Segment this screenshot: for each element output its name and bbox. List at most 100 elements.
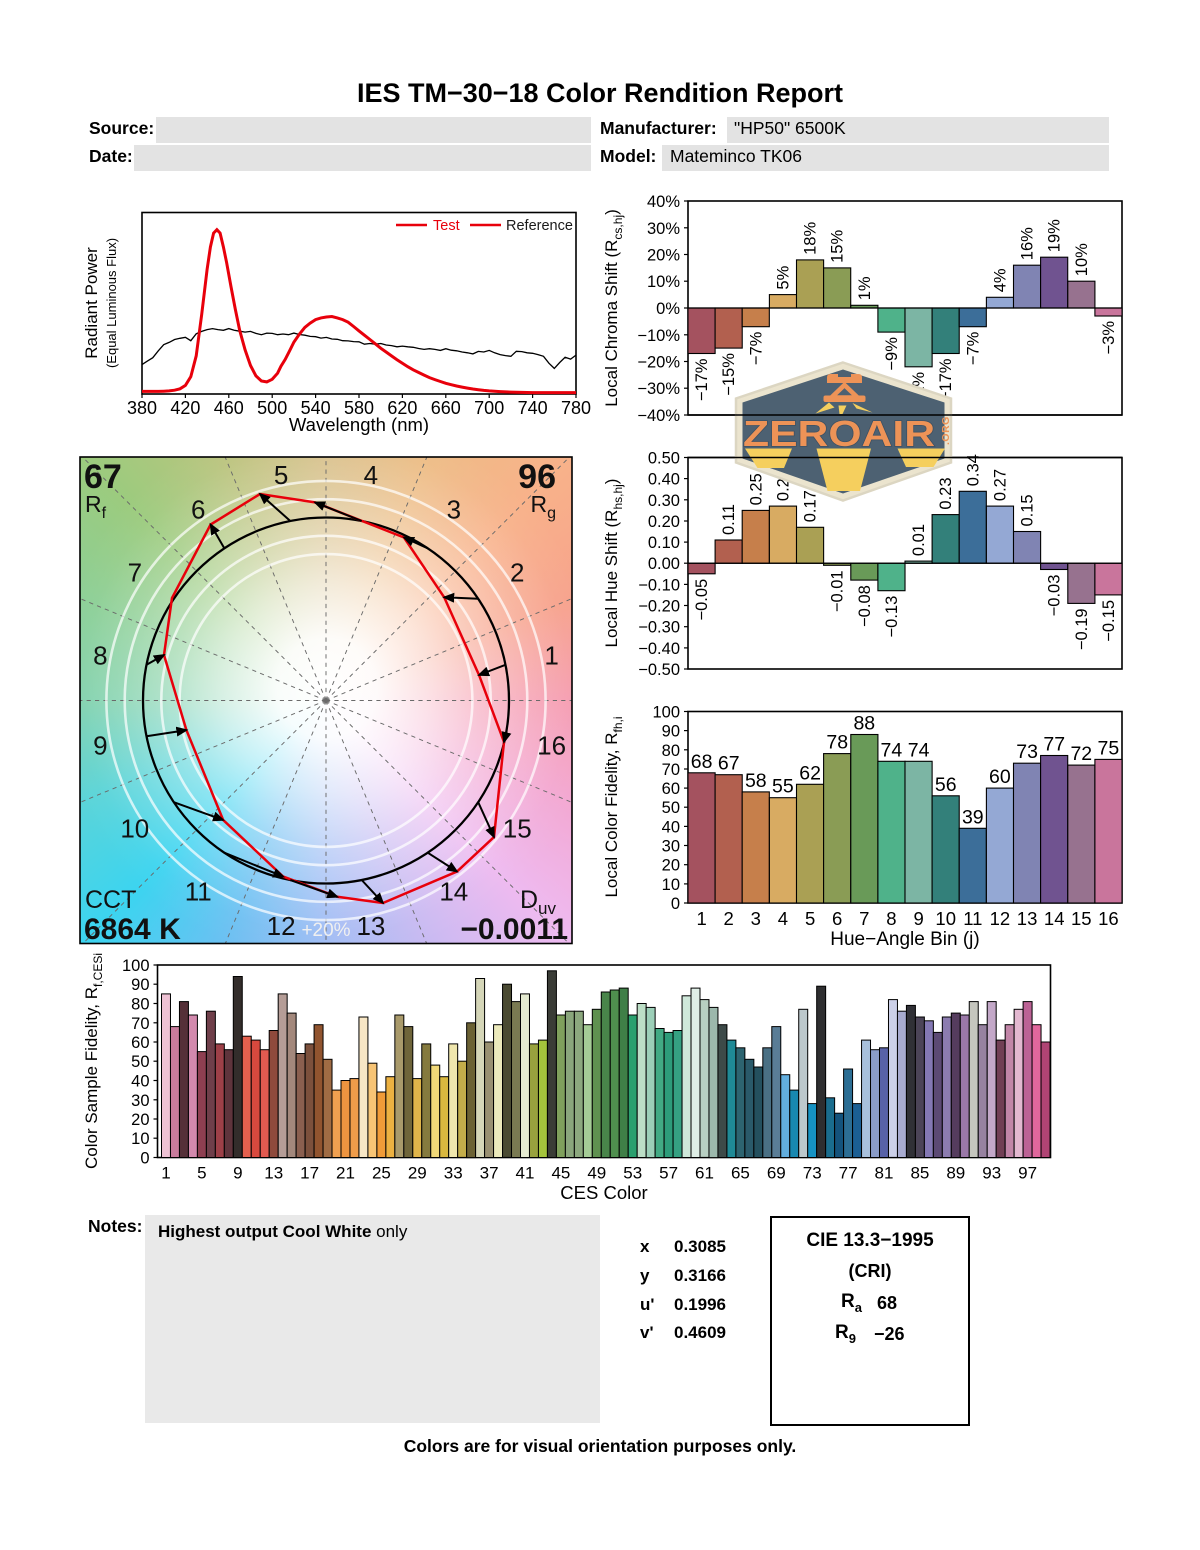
svg-text:13: 13 — [1017, 908, 1038, 929]
svg-text:460: 460 — [214, 398, 244, 418]
svg-text:−0.13: −0.13 — [883, 596, 901, 638]
svg-text:2: 2 — [724, 908, 734, 929]
svg-text:4: 4 — [778, 908, 788, 929]
svg-text:0: 0 — [671, 895, 680, 913]
svg-text:0%: 0% — [656, 300, 680, 318]
svg-text:57: 57 — [659, 1164, 678, 1183]
svg-text:85: 85 — [910, 1164, 929, 1183]
svg-text:−0.08: −0.08 — [856, 585, 874, 627]
svg-text:20%: 20% — [647, 247, 680, 265]
svg-text:580: 580 — [344, 398, 374, 418]
svg-text:10: 10 — [131, 1130, 149, 1148]
svg-text:20: 20 — [131, 1111, 149, 1129]
svg-text:5: 5 — [197, 1164, 206, 1183]
svg-text:25: 25 — [372, 1164, 391, 1183]
svg-text:−17%: −17% — [693, 358, 711, 401]
svg-text:97: 97 — [1018, 1164, 1037, 1183]
svg-text:40: 40 — [662, 818, 680, 836]
svg-text:67: 67 — [84, 458, 122, 496]
svg-text:Wavelength (nm): Wavelength (nm) — [289, 414, 429, 435]
svg-text:30: 30 — [131, 1092, 149, 1110]
svg-text:1: 1 — [544, 641, 558, 671]
svg-text:62: 62 — [799, 762, 821, 784]
svg-text:37: 37 — [480, 1164, 499, 1183]
svg-text:75: 75 — [1098, 737, 1120, 759]
svg-text:77: 77 — [839, 1164, 858, 1183]
svg-text:17: 17 — [300, 1164, 319, 1183]
svg-text:16%: 16% — [1019, 227, 1037, 260]
svg-text:45: 45 — [551, 1164, 570, 1183]
svg-text:61: 61 — [695, 1164, 714, 1183]
svg-text:10: 10 — [120, 813, 149, 843]
svg-text:−15%: −15% — [720, 353, 738, 396]
svg-text:80: 80 — [662, 742, 680, 760]
svg-text:29: 29 — [408, 1164, 427, 1183]
svg-text:70: 70 — [662, 761, 680, 779]
svg-text:.ORG: .ORG — [940, 416, 952, 445]
svg-text:0.00: 0.00 — [648, 555, 680, 573]
svg-text:Rf: Rf — [85, 491, 107, 522]
svg-text:81: 81 — [875, 1164, 894, 1183]
svg-text:0.11: 0.11 — [720, 504, 738, 535]
svg-text:67: 67 — [718, 753, 740, 775]
svg-text:−30%: −30% — [637, 380, 680, 398]
svg-text:41: 41 — [516, 1164, 535, 1183]
svg-text:100: 100 — [652, 704, 680, 722]
svg-text:12: 12 — [990, 908, 1011, 929]
svg-text:60: 60 — [662, 780, 680, 798]
svg-text:20: 20 — [662, 857, 680, 875]
svg-text:Reference: Reference — [506, 218, 573, 234]
svg-text:0.20: 0.20 — [648, 513, 680, 531]
svg-text:14: 14 — [1044, 908, 1065, 929]
svg-text:−0.05: −0.05 — [693, 579, 711, 621]
svg-text:74: 74 — [908, 739, 930, 761]
svg-text:15: 15 — [503, 813, 532, 843]
svg-text:5%: 5% — [774, 265, 792, 289]
svg-text:53: 53 — [623, 1164, 642, 1183]
svg-text:−0.15: −0.15 — [1100, 600, 1118, 642]
svg-text:11: 11 — [963, 908, 982, 929]
svg-text:11: 11 — [185, 877, 212, 907]
svg-text:0.01: 0.01 — [910, 524, 928, 556]
svg-text:2: 2 — [510, 558, 524, 588]
svg-text:39: 39 — [962, 806, 984, 828]
svg-text:15%: 15% — [829, 230, 847, 263]
svg-text:40%: 40% — [647, 193, 680, 211]
svg-text:16: 16 — [537, 730, 566, 760]
svg-text:16: 16 — [1098, 908, 1119, 929]
svg-text:0.30: 0.30 — [648, 492, 680, 510]
svg-text:80: 80 — [131, 996, 149, 1014]
svg-text:740: 740 — [518, 398, 548, 418]
svg-text:(Equal Luminous Flux): (Equal Luminous Flux) — [104, 238, 119, 368]
svg-text:−0.50: −0.50 — [638, 661, 680, 679]
svg-text:5: 5 — [274, 460, 288, 490]
svg-text:6: 6 — [832, 908, 842, 929]
svg-text:700: 700 — [474, 398, 504, 418]
svg-text:0.50: 0.50 — [648, 450, 680, 468]
svg-text:50: 50 — [662, 799, 680, 817]
svg-text:60: 60 — [989, 766, 1011, 788]
svg-text:−7%: −7% — [747, 331, 765, 365]
svg-text:1: 1 — [696, 908, 706, 929]
svg-text:−0.0011: −0.0011 — [460, 913, 568, 946]
svg-text:93: 93 — [982, 1164, 1001, 1183]
svg-text:Local Hue Shift (Rhs,hj): Local Hue Shift (Rhs,hj) — [602, 479, 625, 648]
svg-text:0: 0 — [140, 1150, 149, 1168]
svg-text:−0.30: −0.30 — [638, 619, 680, 637]
svg-text:10%: 10% — [1073, 243, 1091, 276]
svg-text:−0.40: −0.40 — [638, 640, 680, 658]
svg-text:30%: 30% — [647, 220, 680, 238]
svg-text:21: 21 — [336, 1164, 355, 1183]
svg-text:12: 12 — [267, 911, 296, 941]
svg-text:90: 90 — [662, 723, 680, 741]
svg-text:Color Sample Fidelity, Rf,CESi: Color Sample Fidelity, Rf,CESi — [82, 953, 105, 1169]
svg-text:4: 4 — [364, 460, 378, 490]
svg-text:74: 74 — [881, 739, 903, 761]
svg-text:−7%: −7% — [964, 331, 982, 365]
svg-text:10%: 10% — [647, 273, 680, 291]
svg-text:Test: Test — [433, 218, 460, 234]
svg-text:−17%: −17% — [937, 358, 955, 401]
svg-text:−0.19: −0.19 — [1073, 608, 1091, 650]
svg-text:7: 7 — [128, 558, 142, 588]
svg-text:96: 96 — [518, 458, 556, 496]
